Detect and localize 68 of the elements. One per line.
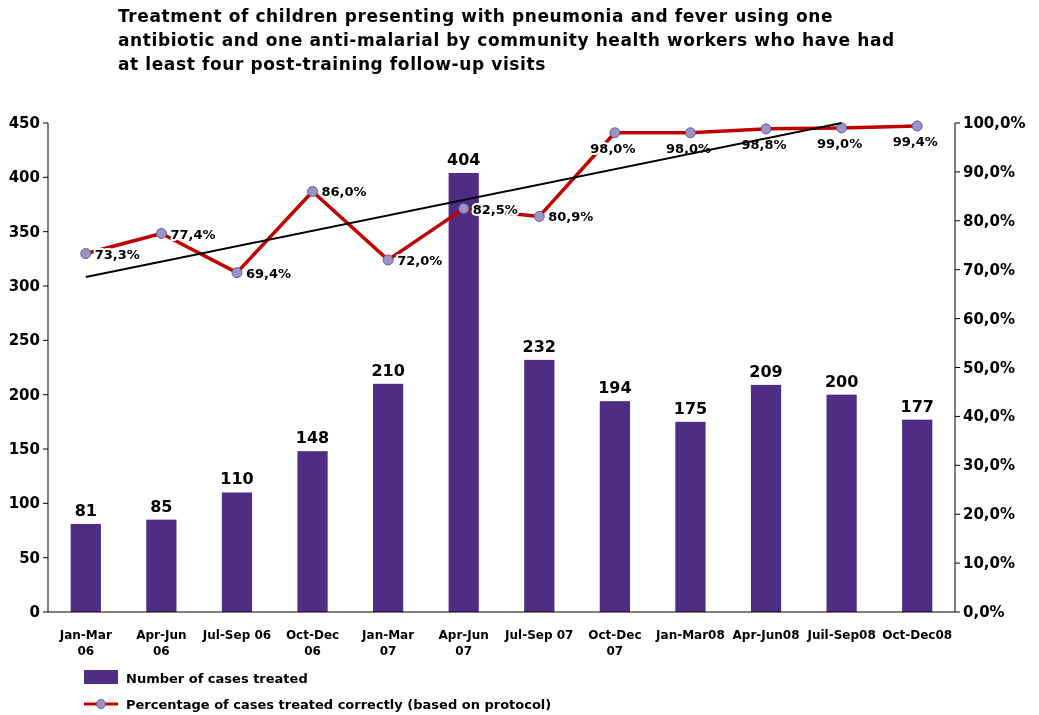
y2-tick-label: 10,0% — [963, 554, 1016, 573]
x-tick-label: Apr-Jun 07 — [438, 628, 489, 658]
data-label: 73,3% — [94, 246, 140, 262]
bar — [70, 523, 101, 612]
y2-tick-label: 100,0% — [963, 114, 1026, 132]
y-tick-label: 300 — [8, 277, 40, 295]
x-tick-label: Jan-Mar 07 — [361, 628, 415, 658]
x-tick-label: Jan-Mar08 — [655, 628, 725, 642]
x-tick-label: Jan-Mar 06 — [58, 628, 112, 658]
bar — [297, 451, 328, 612]
data-label: 69,4% — [245, 265, 292, 281]
y-tick-label: 350 — [8, 222, 40, 241]
data-label: 110 — [220, 469, 254, 489]
x-tick-label: Oct-Dec08 — [882, 628, 953, 642]
data-label: 194 — [598, 378, 632, 398]
bar — [373, 383, 404, 612]
x-tick-label: Jul-Sep 06 — [201, 628, 272, 642]
data-label: 98,0% — [665, 140, 712, 156]
y-tick-label: 50 — [19, 548, 40, 567]
x-tick-label: Jul-Sep 07 — [504, 628, 574, 642]
y2-tick-label: 90,0% — [963, 162, 1016, 181]
data-label: 80,9% — [548, 209, 594, 225]
data-label: 404 — [447, 149, 481, 169]
bar — [675, 421, 706, 612]
y-tick-label: 200 — [8, 385, 40, 404]
data-label: 77,4% — [170, 226, 216, 242]
bar — [221, 492, 253, 612]
data-label: 85 — [150, 496, 173, 516]
y-tick-label: 250 — [8, 331, 40, 350]
y2-tick-label: 80,0% — [963, 211, 1016, 230]
legend-label: Percentage of cases treated correctly (based on protocol) — [126, 697, 552, 712]
data-label: 148 — [295, 428, 330, 448]
data-label: 232 — [522, 336, 556, 356]
data-label: 210 — [371, 360, 405, 380]
y2-tick-label: 30,0% — [963, 456, 1016, 475]
x-tick-label: Apr-Jun 06 — [136, 628, 187, 658]
bar — [599, 401, 630, 612]
y2-tick-label: 40,0% — [963, 407, 1016, 426]
x-tick-label: Oct-Dec 06 — [285, 628, 340, 658]
y2-tick-label: 20,0% — [963, 505, 1016, 524]
bar — [146, 519, 177, 612]
data-label: 177 — [900, 396, 934, 416]
bar — [826, 394, 857, 612]
x-tick-label: Juil-Sep08 — [806, 628, 876, 642]
y-tick-label: 450 — [8, 114, 40, 132]
data-label: 72,0% — [397, 252, 443, 268]
y-tick-label: 100 — [8, 494, 40, 513]
data-label: 81 — [74, 500, 97, 520]
chart-title: Treatment of children presenting with pneumonia and fever using one antibiotic and one anti-malarial by community health workers who have had at least four post-training follow-up visits — [118, 6, 895, 74]
y2-tick-label: 70,0% — [963, 260, 1016, 279]
y2-tick-label: 0,0% — [963, 603, 1005, 621]
data-label: 99,4% — [892, 133, 938, 149]
bar — [524, 359, 555, 612]
data-label: 200 — [824, 371, 859, 391]
data-label: 209 — [749, 361, 783, 381]
y-tick-label: 0 — [29, 603, 40, 621]
x-tick-label: Oct-Dec 07 — [588, 628, 642, 658]
x-tick-label: Apr-Jun08 — [732, 628, 800, 642]
legend-label: Number of cases treated — [126, 671, 308, 686]
y2-tick-label: 50,0% — [963, 358, 1016, 377]
data-label: 99,0% — [817, 135, 863, 151]
bar — [902, 419, 933, 612]
y-tick-label: 400 — [8, 168, 40, 187]
bar — [750, 384, 782, 612]
y2-tick-label: 60,0% — [963, 309, 1016, 328]
y-tick-label: 150 — [8, 440, 40, 458]
data-label: 175 — [673, 398, 708, 418]
data-label: 86,0% — [321, 184, 367, 200]
